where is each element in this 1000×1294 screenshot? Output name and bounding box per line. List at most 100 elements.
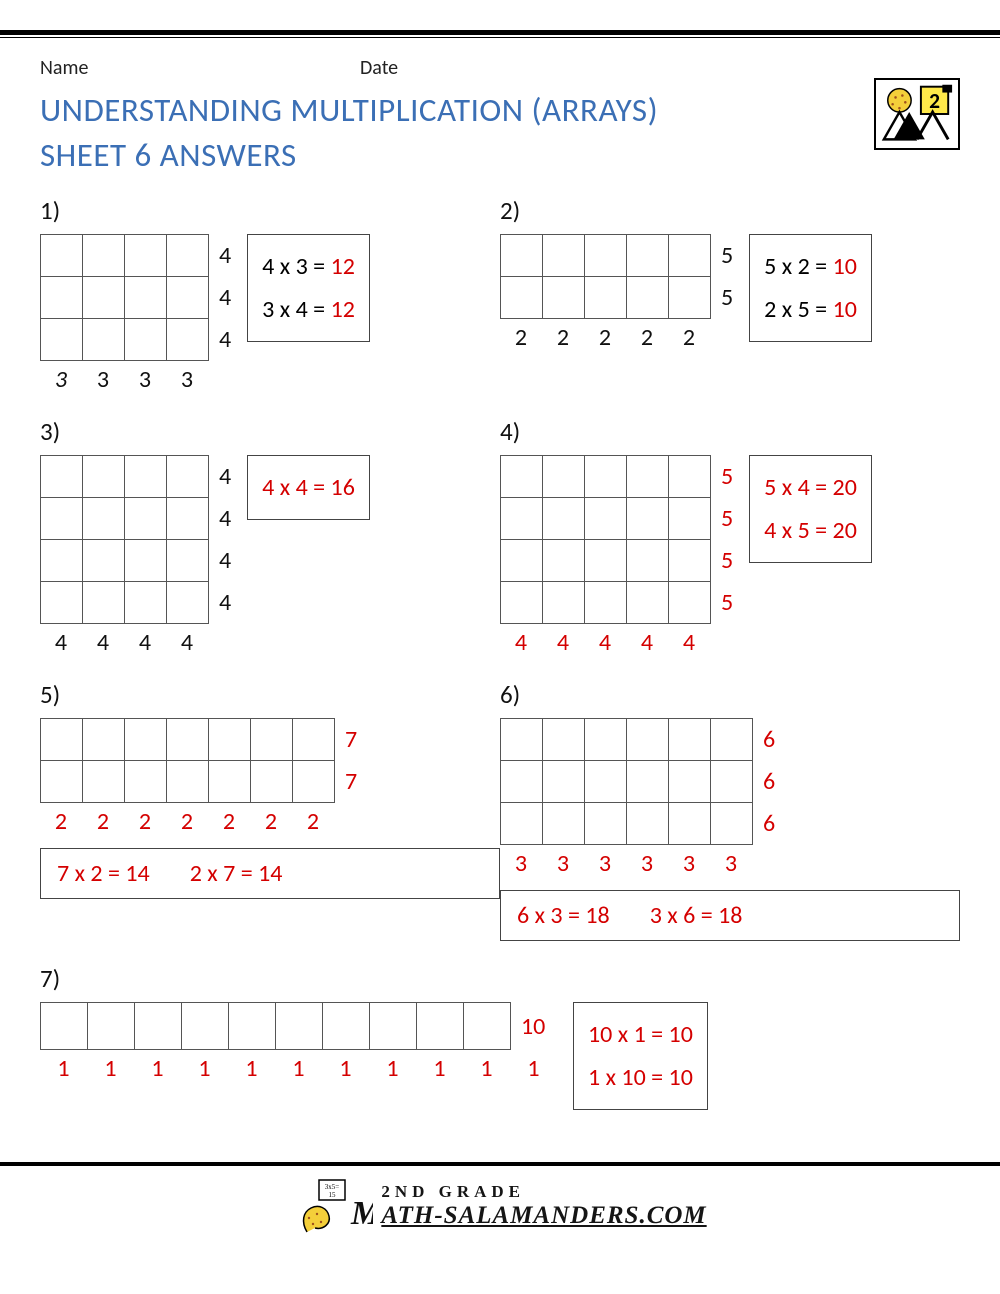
row-label: 4 bbox=[219, 504, 231, 533]
col-label: 2 bbox=[40, 807, 82, 836]
array-block: 4443333 bbox=[40, 234, 231, 394]
equation-answer: 7 x 2 = 14 bbox=[57, 859, 150, 888]
col-label: 1 bbox=[40, 1054, 87, 1083]
equation-answer: 10 bbox=[833, 252, 857, 281]
col-labels: 333333 bbox=[500, 845, 960, 878]
row-label: 7 bbox=[345, 725, 357, 754]
problem-number: 3) bbox=[40, 416, 500, 447]
problem-number: 4) bbox=[500, 416, 960, 447]
col-label: 1 bbox=[275, 1054, 322, 1083]
row-label: 5 bbox=[721, 588, 733, 617]
array-block: 1011111111111 bbox=[40, 1002, 557, 1083]
equation-answer: 4 x 5 = 20 bbox=[764, 516, 857, 545]
col-label: 4 bbox=[500, 628, 542, 657]
array-block: 5522222 bbox=[500, 234, 733, 352]
svg-text:2: 2 bbox=[929, 88, 940, 114]
col-label: 3 bbox=[668, 849, 710, 878]
col-label: 4 bbox=[668, 628, 710, 657]
footer-rule bbox=[0, 1162, 1000, 1166]
col-label: 3 bbox=[710, 849, 752, 878]
equation-answer: 10 bbox=[833, 295, 857, 324]
grade-logo: 2 bbox=[874, 78, 960, 150]
equation: 10 x 1 = 10 bbox=[588, 1013, 693, 1056]
row-label: 4 bbox=[219, 325, 231, 354]
salamander-icon: 3x5= 15 M bbox=[293, 1178, 373, 1234]
col-label: 3 bbox=[584, 849, 626, 878]
col-label: 2 bbox=[166, 807, 208, 836]
col-labels: 44444 bbox=[500, 624, 733, 657]
equation: 5 x 4 = 20 bbox=[764, 466, 857, 509]
col-label: 3 bbox=[82, 365, 124, 394]
problem-number: 6) bbox=[500, 679, 960, 710]
equation-answer: 5 x 4 = 20 bbox=[764, 473, 857, 502]
problem-7: 7)101111111111110 x 1 = 101 x 10 = 10 bbox=[40, 963, 960, 1132]
row-labels: 5555 bbox=[711, 455, 733, 624]
equation-prefix: 5 x 2 = bbox=[764, 252, 832, 281]
col-label: 1 bbox=[87, 1054, 134, 1083]
row-labels: 55 bbox=[711, 234, 733, 319]
col-label: 4 bbox=[166, 628, 208, 657]
col-label: 4 bbox=[82, 628, 124, 657]
date-label: Date bbox=[360, 56, 398, 80]
col-labels: 3333 bbox=[40, 361, 231, 394]
page-title: UNDERSTANDING MULTIPLICATION (ARRAYS) SH… bbox=[40, 88, 860, 177]
equation-box: 7 x 2 = 142 x 7 = 14 bbox=[40, 848, 500, 899]
col-label: 4 bbox=[40, 628, 82, 657]
col-labels: 22222 bbox=[500, 319, 733, 352]
equation-box: 5 x 4 = 20 4 x 5 = 20 bbox=[749, 455, 872, 563]
col-label: 3 bbox=[40, 365, 82, 394]
col-label: 2 bbox=[542, 323, 584, 352]
problem-number: 1) bbox=[40, 195, 500, 226]
problem-6: 6) 666333333 6 x 3 = 18 3 x 6 = 18 bbox=[500, 679, 960, 963]
col-label: 2 bbox=[82, 807, 124, 836]
col-label: 2 bbox=[124, 807, 166, 836]
equation-answer: 1 x 10 = 10 bbox=[588, 1063, 693, 1092]
col-label: 1 bbox=[510, 1054, 557, 1083]
array-grid bbox=[40, 234, 209, 361]
problem-2: 2)55222225 x 2 = 102 x 5 = 10 bbox=[500, 195, 960, 416]
problem-4: 4)5555444445 x 4 = 204 x 5 = 20 bbox=[500, 416, 960, 679]
row-labels: 10 bbox=[511, 1002, 545, 1050]
equation: 3 x 6 = 18 bbox=[650, 901, 743, 930]
col-label: 1 bbox=[228, 1054, 275, 1083]
equation-prefix: 4 x 3 = bbox=[262, 252, 330, 281]
row-labels: 666 bbox=[753, 718, 775, 845]
header-row: Name Date bbox=[40, 56, 960, 80]
footer: 3x5= 15 M 2ND GRADE ATH-SALAMANDERS.COM bbox=[40, 1162, 960, 1239]
col-label: 3 bbox=[124, 365, 166, 394]
row-label: 5 bbox=[721, 462, 733, 491]
equation-prefix: 2 x 5 = bbox=[764, 295, 832, 324]
problems-container: 1)44433334 x 3 = 123 x 4 = 122)55222225 … bbox=[40, 195, 960, 1132]
col-labels: 4444 bbox=[40, 624, 231, 657]
equation-box: 4 x 3 = 123 x 4 = 12 bbox=[247, 234, 370, 342]
row-label: 4 bbox=[219, 241, 231, 270]
col-label: 3 bbox=[542, 849, 584, 878]
equation-answer: 12 bbox=[331, 252, 355, 281]
col-label: 1 bbox=[181, 1054, 228, 1083]
array-grid bbox=[40, 718, 335, 803]
equation: 6 x 3 = 18 bbox=[517, 901, 610, 930]
row-labels: 4444 bbox=[209, 455, 231, 624]
equation: 7 x 2 = 14 bbox=[57, 859, 150, 888]
col-label: 3 bbox=[166, 365, 208, 394]
col-label: 1 bbox=[322, 1054, 369, 1083]
equation-box: 5 x 2 = 102 x 5 = 10 bbox=[749, 234, 872, 342]
svg-text:3x5=: 3x5= bbox=[325, 1183, 340, 1191]
equation-answer: 6 x 3 = 18 bbox=[517, 901, 610, 930]
problem-3: 3)444444444 x 4 = 16 bbox=[40, 416, 500, 679]
col-labels: 2222222 bbox=[40, 803, 500, 836]
equation-answer: 4 x 4 = 16 bbox=[262, 473, 355, 502]
footer-grade: 2ND GRADE bbox=[381, 1182, 706, 1202]
problem-number: 7) bbox=[40, 963, 960, 994]
problem-number: 5) bbox=[40, 679, 500, 710]
equation: 1 x 10 = 10 bbox=[588, 1056, 693, 1099]
array-grid bbox=[500, 234, 711, 319]
title-line-2: SHEET 6 ANSWERS bbox=[40, 135, 297, 175]
problem-1: 1)44433334 x 3 = 123 x 4 = 12 bbox=[40, 195, 500, 416]
name-label: Name bbox=[40, 56, 360, 80]
equation: 3 x 4 = 12 bbox=[262, 288, 355, 331]
col-label: 3 bbox=[500, 849, 542, 878]
equation: 4 x 3 = 12 bbox=[262, 245, 355, 288]
row-labels: 444 bbox=[209, 234, 231, 361]
array-block: 555544444 bbox=[500, 455, 733, 657]
